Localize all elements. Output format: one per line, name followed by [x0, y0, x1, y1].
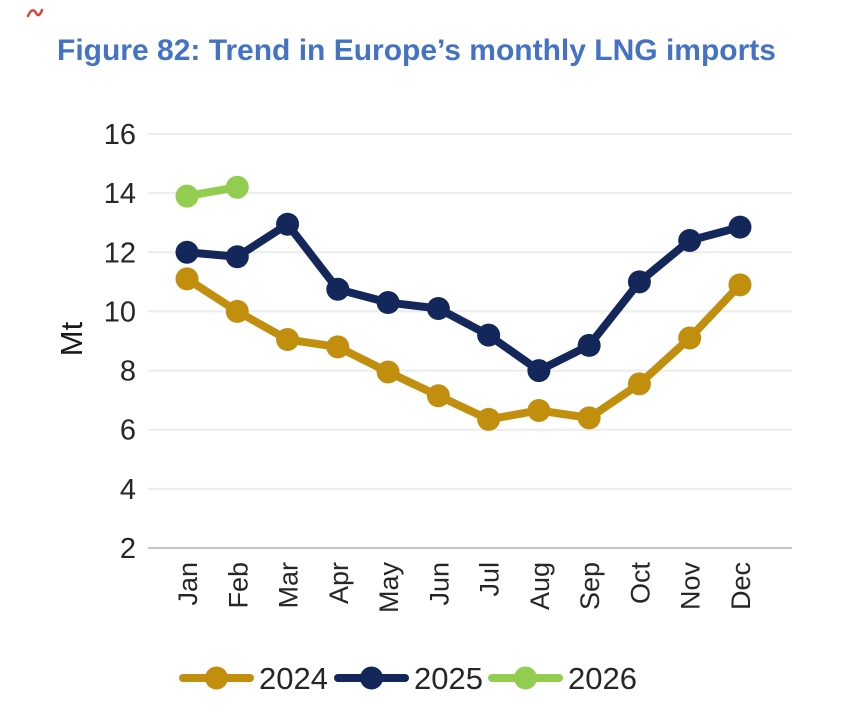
- legend-marker-2024: [205, 666, 228, 690]
- data-point-2024-jan: [175, 267, 199, 291]
- data-point-2024-feb: [225, 299, 249, 323]
- data-point-2025-jan: [175, 240, 199, 264]
- data-point-2024-aug: [527, 398, 551, 422]
- y-axis-title: Mt: [54, 321, 89, 356]
- y-tick-label-8: 8: [120, 356, 136, 388]
- figure-title: Figure 82: Trend in Europe’s monthly LNG…: [57, 34, 776, 67]
- series-line-2024: [183, 274, 744, 424]
- x-tick-label-feb: Feb: [223, 562, 253, 609]
- legend-marker-2026: [514, 666, 537, 690]
- legend-label-2025: 2025: [414, 661, 483, 696]
- x-tick-label-mar: Mar: [274, 562, 304, 609]
- data-point-2024-jul: [477, 407, 501, 431]
- x-tick-label-apr: Apr: [324, 562, 354, 604]
- data-point-2024-sep: [577, 406, 601, 430]
- y-tick-label-14: 14: [104, 178, 136, 210]
- data-point-2024-jun: [426, 384, 450, 408]
- y-tick-label-16: 16: [104, 119, 136, 151]
- data-point-2026-jan: [175, 184, 199, 208]
- x-tick-label-oct: Oct: [625, 562, 655, 605]
- data-point-2025-oct: [627, 270, 651, 294]
- data-point-2025-apr: [326, 277, 350, 301]
- series-line-2025: [183, 220, 744, 375]
- x-tick-label-dec: Dec: [726, 562, 756, 610]
- x-tick-label-sep: Sep: [575, 562, 605, 610]
- y-tick-label-10: 10: [104, 296, 136, 328]
- corner-red-mark-icon: [26, 8, 44, 18]
- data-point-2026-feb: [225, 175, 249, 199]
- data-point-2025-feb: [225, 245, 249, 269]
- data-point-2024-dec: [728, 273, 752, 297]
- data-point-2025-dec: [728, 215, 752, 239]
- data-point-2024-nov: [678, 326, 702, 350]
- data-point-2024-oct: [627, 372, 651, 396]
- data-point-2025-jul: [477, 323, 501, 347]
- legend-marker-2025: [360, 666, 383, 690]
- data-point-2025-sep: [577, 333, 601, 357]
- data-point-2024-apr: [326, 335, 350, 359]
- data-point-2024-may: [376, 360, 400, 384]
- data-point-2025-nov: [678, 228, 702, 252]
- data-point-2025-aug: [527, 359, 551, 383]
- data-point-2024-mar: [276, 328, 300, 352]
- data-point-2025-may: [376, 291, 400, 315]
- x-tick-label-aug: Aug: [525, 562, 555, 610]
- x-tick-label-may: May: [374, 562, 404, 614]
- x-tick-label-nov: Nov: [676, 562, 706, 611]
- x-tick-label-jan: Jan: [173, 562, 203, 606]
- x-tick-label-jun: Jun: [424, 562, 454, 606]
- legend-label-2026: 2026: [568, 661, 637, 696]
- y-tick-label-6: 6: [120, 415, 136, 447]
- y-tick-label-2: 2: [120, 533, 136, 565]
- y-tick-label-12: 12: [104, 237, 136, 269]
- x-tick-label-jul: Jul: [475, 562, 505, 597]
- corner-red-mark-stroke: [26, 8, 44, 18]
- legend-label-2024: 2024: [259, 661, 328, 696]
- data-point-2025-mar: [276, 212, 300, 236]
- data-point-2025-jun: [426, 296, 450, 320]
- y-tick-label-4: 4: [120, 474, 136, 506]
